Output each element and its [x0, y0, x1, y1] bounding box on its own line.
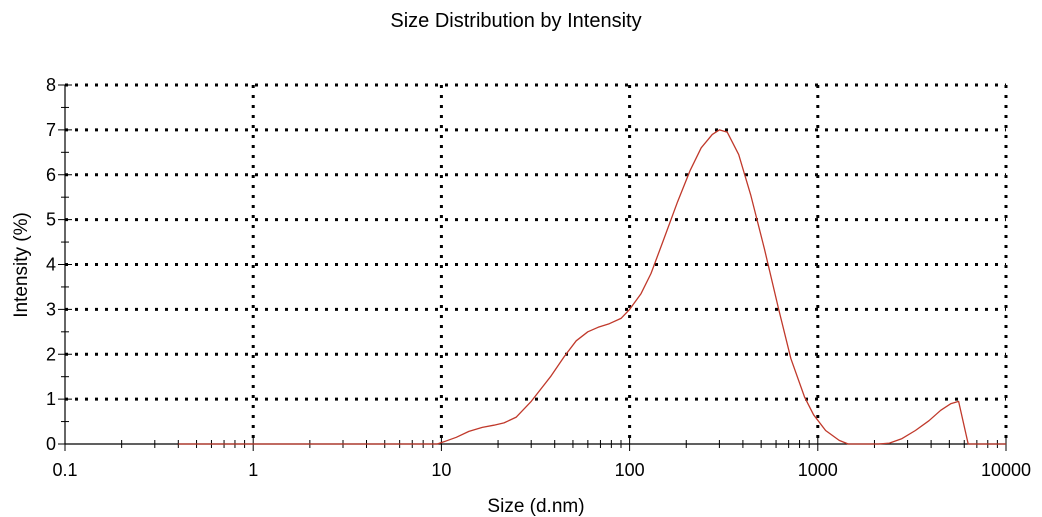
y-tick-label: 2: [46, 344, 56, 364]
y-tick-label: 7: [46, 120, 56, 140]
y-tick-label: 3: [46, 299, 56, 319]
y-tick-label: 1: [46, 389, 56, 409]
y-tick-label: 4: [46, 255, 56, 275]
y-tick-label: 8: [46, 75, 56, 95]
series-layer: [178, 129, 1006, 445]
y-tick-label: 5: [46, 210, 56, 230]
x-tick-label: 1000: [798, 460, 838, 480]
series-line-0: [178, 129, 1006, 445]
x-axis-ticks: 0.1 1 10 100 1000 10000: [52, 437, 1031, 480]
y-axis-label: Intensity (%): [11, 212, 32, 318]
chart-title: Size Distribution by Intensity: [390, 10, 641, 32]
x-tick-label: 1: [248, 460, 258, 480]
grid: [65, 83, 1008, 444]
x-axis-label: Size (d.nm): [487, 496, 584, 517]
y-axis-ticks: 0 1 2 3 4 5 6 7 8: [46, 75, 72, 454]
x-tick-label: 10: [431, 460, 451, 480]
y-tick-label: 0: [46, 434, 56, 454]
y-tick-label: 6: [46, 165, 56, 185]
x-tick-label: 100: [615, 460, 645, 480]
x-tick-label: 10000: [981, 460, 1031, 480]
x-tick-label: 0.1: [52, 460, 77, 480]
